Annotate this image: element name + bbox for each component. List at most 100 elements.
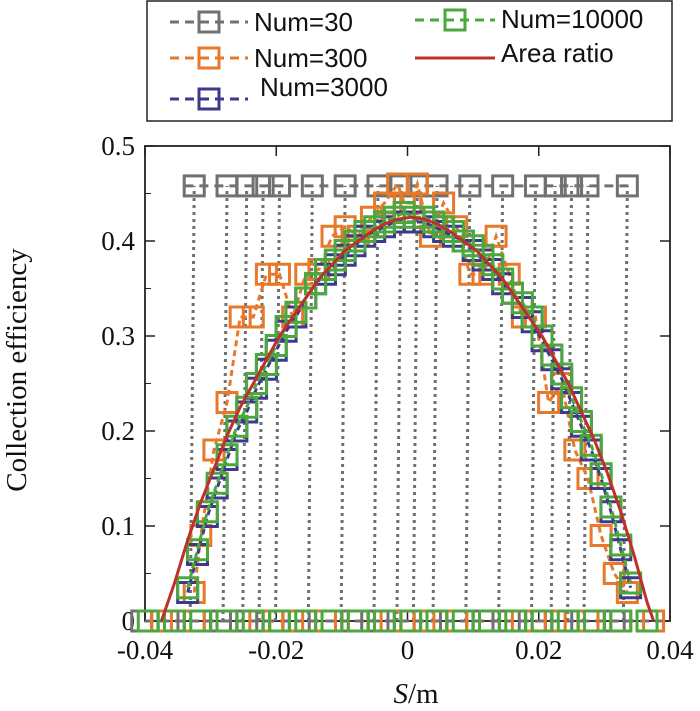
series-num10000-marker — [215, 443, 239, 467]
legend-label-area-ratio: Area ratio — [501, 38, 614, 68]
series-area-ratio — [159, 215, 656, 622]
area-ratio-line — [159, 215, 656, 622]
legend-label-num10000: Num=10000 — [501, 4, 643, 34]
series-num300-marker — [537, 391, 561, 414]
y-tick-label: 0.1 — [101, 511, 135, 541]
y-tick-label: 0.5 — [101, 131, 135, 161]
series-num300-baseline-marker — [281, 609, 305, 633]
legend-label-num30: Num=30 — [254, 7, 353, 37]
num30-spike — [188, 185, 196, 622]
x-tick-label: 0.04 — [646, 635, 694, 665]
legend-box — [146, 0, 673, 122]
series-num10000-baseline-marker — [241, 609, 265, 633]
series-num300-baseline-marker — [149, 609, 173, 633]
series-num10000-baseline-marker — [583, 609, 607, 633]
y-tick-label: 0.4 — [101, 226, 135, 256]
series-num300-marker — [254, 262, 278, 286]
num30-marker — [251, 174, 275, 198]
series-num300-baseline-marker — [543, 609, 567, 633]
series-num300-marker — [589, 524, 613, 547]
series-num10000-baseline-marker — [451, 609, 475, 633]
series-num300-marker — [484, 224, 508, 248]
num30-spike — [339, 185, 347, 622]
series-num10000-baseline-marker — [163, 609, 187, 633]
num30-spike — [257, 185, 265, 622]
series-num300-marker — [458, 262, 482, 286]
series-num10000-marker — [186, 538, 209, 562]
series-num300-marker — [241, 305, 265, 329]
series-num10000-baseline-marker — [215, 609, 239, 633]
num30-spike — [464, 185, 472, 622]
series-num10000-baseline-marker — [556, 609, 580, 633]
series-num300-marker — [268, 262, 292, 286]
series-num10000-baseline-marker — [478, 609, 502, 633]
legend-item-num30: Num=30 — [170, 7, 353, 37]
num30-spike — [549, 185, 557, 622]
num30-spike — [274, 185, 282, 622]
num30-marker — [300, 174, 324, 198]
legend-item-num10000: Num=10000 — [415, 4, 643, 34]
series-num10000-marker — [599, 495, 623, 519]
num30-spike — [306, 185, 314, 622]
num30-spike — [529, 185, 537, 622]
series-num10000-baseline-marker — [320, 609, 344, 633]
legend-marker-num300 — [197, 46, 221, 70]
series-num10000-baseline-marker — [189, 609, 213, 633]
legend-item-num3000: Num=3000 — [170, 72, 388, 111]
series-num10000-marker — [589, 462, 613, 486]
num30-marker — [333, 174, 357, 198]
legend-marker-num30 — [197, 10, 221, 34]
x-tick-label: 0.02 — [515, 635, 562, 665]
series-num300-baseline-marker — [412, 609, 436, 633]
num30-spike — [221, 185, 229, 622]
num30-marker — [543, 174, 567, 198]
series-num10000-baseline-marker — [294, 609, 318, 633]
y-tick-label: 0.3 — [101, 321, 135, 351]
num30-spike — [621, 185, 629, 622]
series-num300-marker — [228, 305, 252, 329]
series-num10000-baseline-marker — [346, 609, 370, 633]
num30-spike — [411, 185, 419, 622]
series-num10000-baseline-marker — [635, 609, 659, 633]
num30-marker — [560, 174, 584, 198]
x-tick-label: 0 — [401, 635, 415, 665]
y-axis-label: Collection efficiency — [1, 248, 33, 492]
series-num10000-marker — [550, 362, 574, 386]
series-num10000-baseline-marker — [373, 609, 397, 633]
num30-marker — [491, 174, 515, 198]
legend-label-num3000: Num=3000 — [260, 72, 388, 102]
num30-spike — [372, 185, 380, 622]
series-num300-marker — [576, 467, 600, 490]
num30-spike — [566, 185, 574, 622]
num30-marker — [615, 174, 639, 198]
legend: Num=30 Num=300 Num=3000 Num=10000 Area r… — [146, 0, 673, 122]
series-num10000-baseline-marker — [504, 609, 528, 633]
y-tick-label: 0.2 — [101, 416, 135, 446]
series-num10000-baseline-marker — [530, 609, 554, 633]
series-num300-marker — [563, 438, 587, 462]
series-num10000-baseline-marker — [136, 609, 160, 633]
series-num10000-baseline-marker — [609, 609, 633, 633]
x-tick-label: -0.04 — [117, 635, 174, 665]
series-num10000-baseline-marker — [425, 609, 449, 633]
num30-marker — [182, 174, 206, 198]
legend-label-num300: Num=300 — [254, 43, 367, 73]
series-num10000-baseline-marker — [268, 609, 292, 633]
series-num10000-marker — [176, 576, 200, 600]
series-num10000-baseline-marker — [399, 609, 423, 633]
num30-marker — [268, 174, 292, 198]
num30-marker — [576, 174, 600, 198]
series-num300-marker — [405, 172, 429, 196]
x-axis-label-symbol: S — [394, 678, 409, 710]
legend-item-num300: Num=300 — [170, 43, 367, 73]
num30-spike — [582, 185, 590, 622]
num30-marker — [235, 174, 259, 198]
legend-marker-num3000 — [197, 87, 221, 111]
num30-marker — [458, 174, 482, 198]
legend-item-area-ratio: Area ratio — [415, 38, 614, 68]
series-num30 — [130, 174, 670, 633]
series-layer — [130, 172, 670, 633]
series-num10000-line — [186, 210, 633, 589]
